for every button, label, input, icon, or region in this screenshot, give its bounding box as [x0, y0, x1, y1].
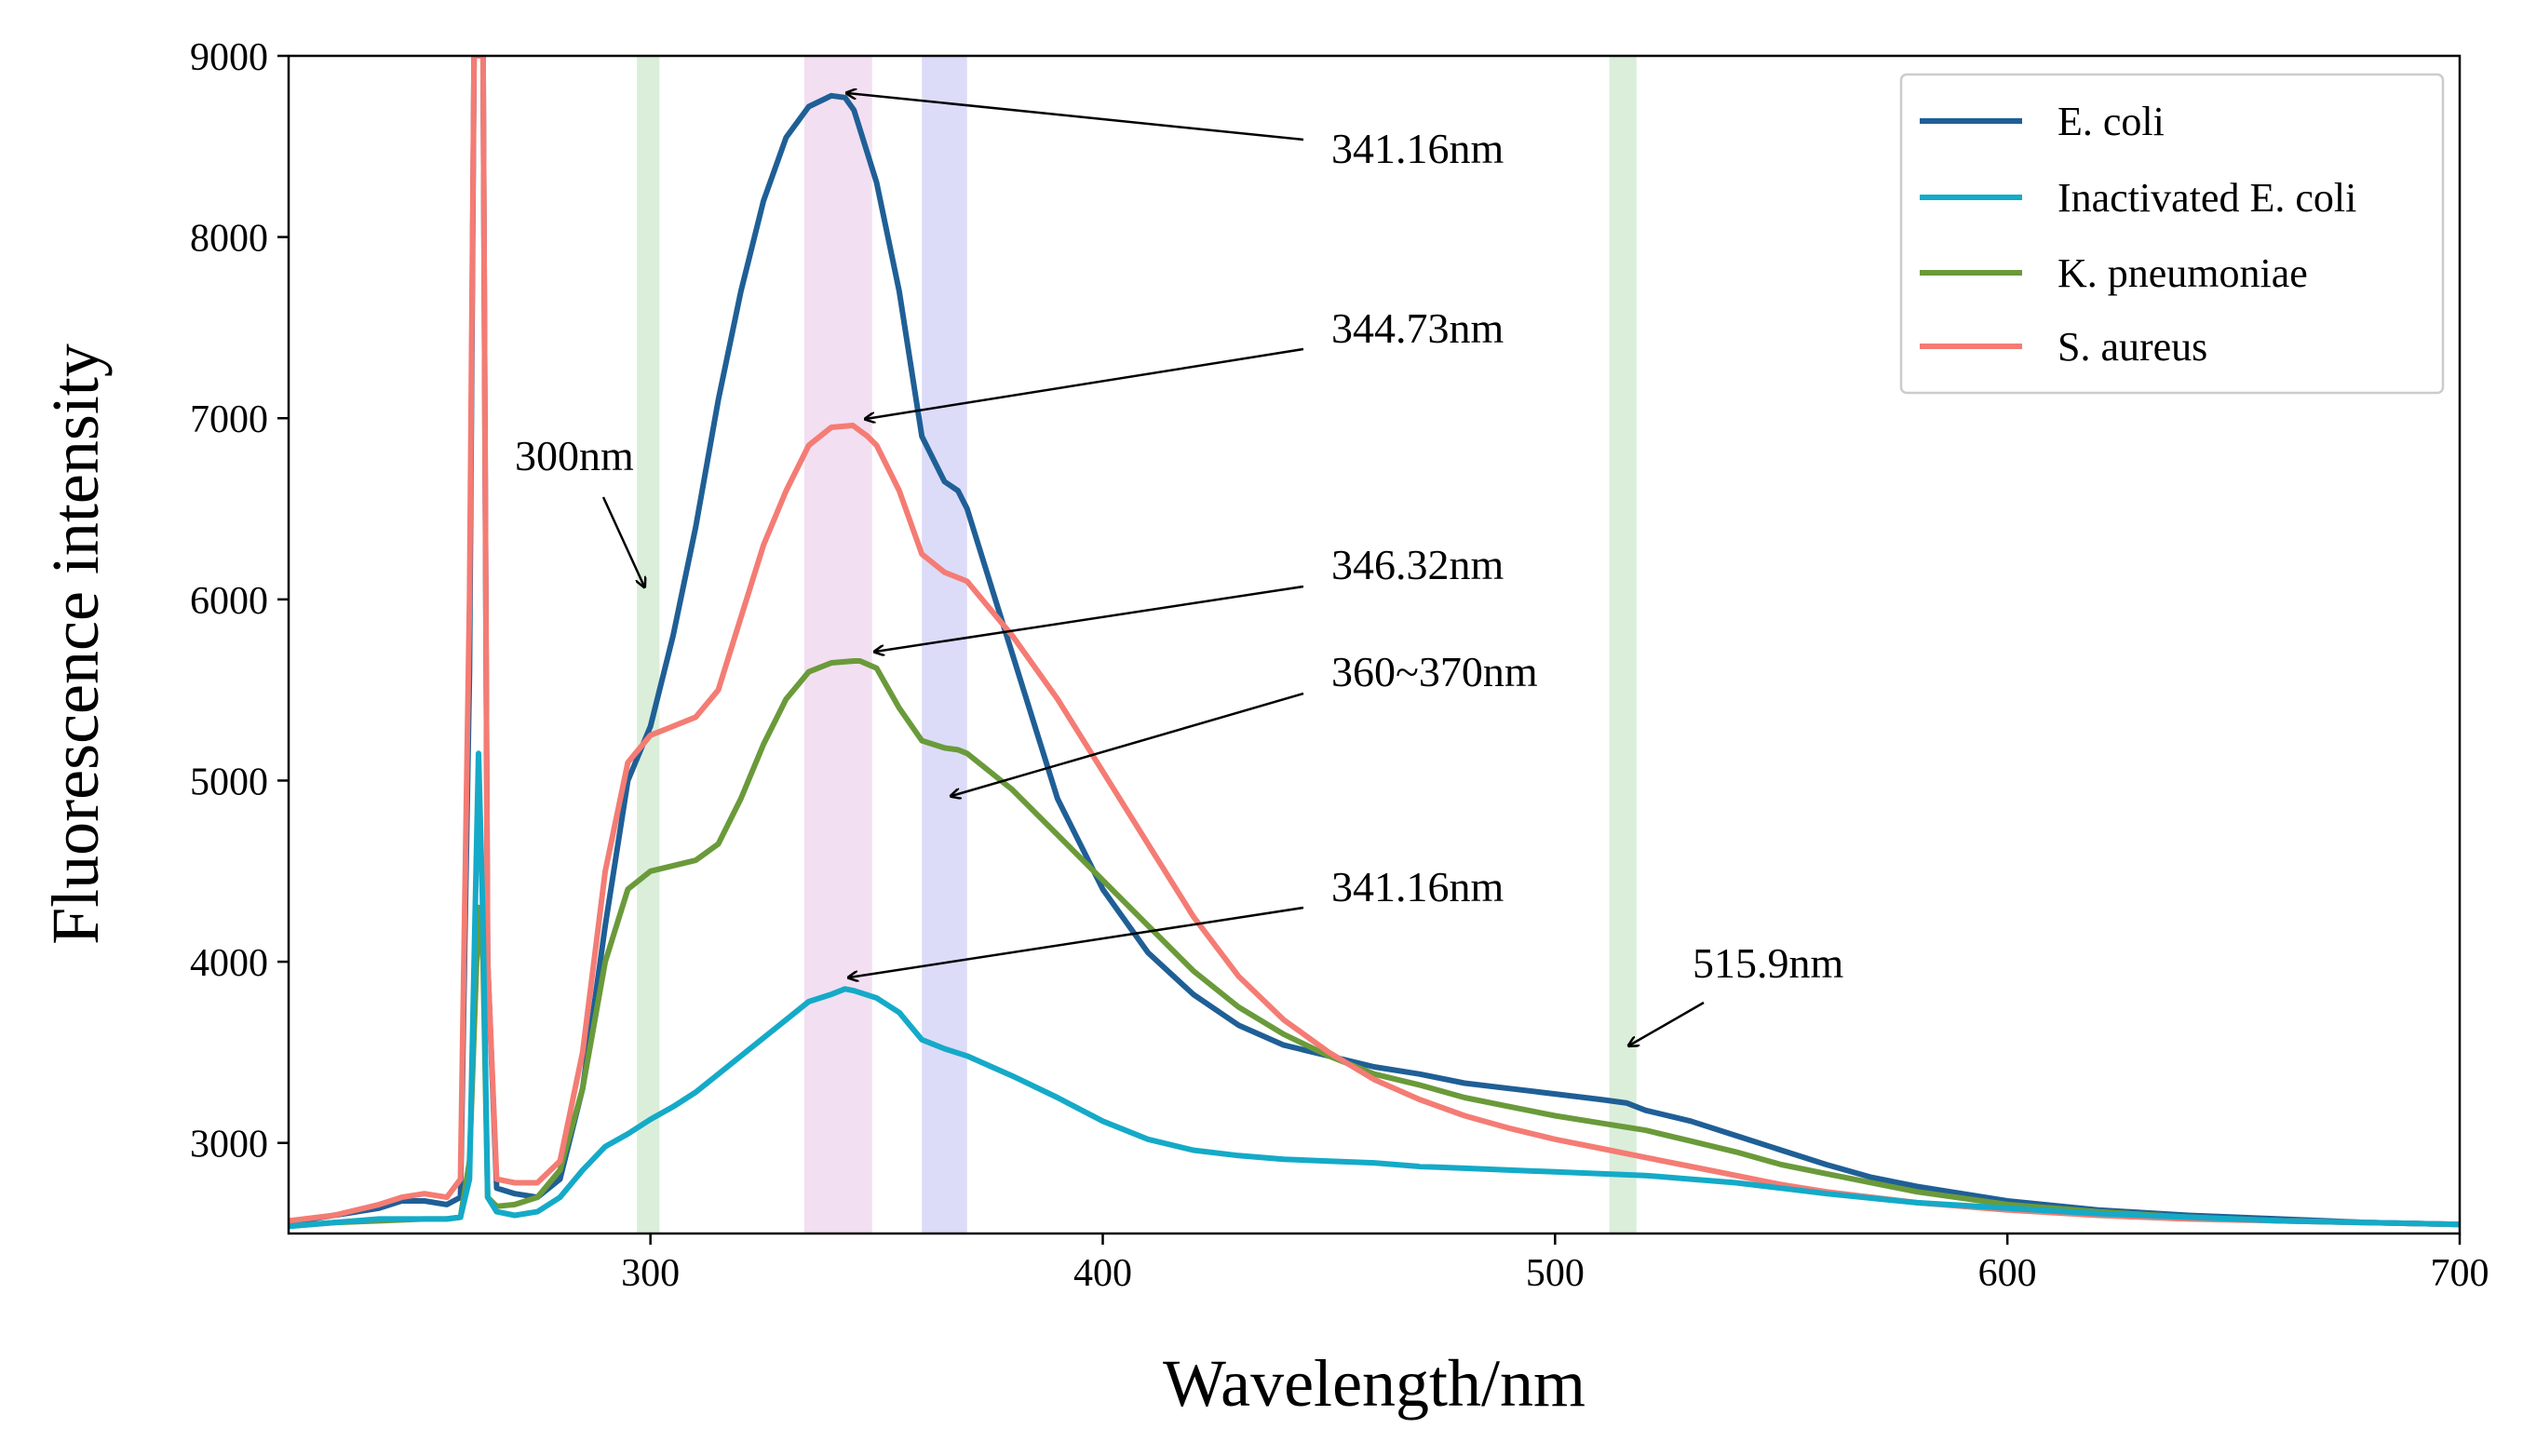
annotation-arrow [1629, 1001, 1705, 1045]
highlight-band [922, 56, 967, 1234]
y-tick-label: 5000 [190, 761, 268, 803]
annotation-label: 346.32nm [1331, 541, 1504, 588]
y-tick-label: 9000 [190, 36, 268, 79]
y-axis-ticks: 3000 4000 5000 6000 7000 8000 9000 [190, 36, 289, 1166]
annotation-arrow [951, 692, 1304, 796]
annotation-arrow [849, 906, 1304, 977]
series-line-k-pneumoniae [289, 658, 2460, 1230]
x-tick-label: 700 [2431, 1252, 2489, 1295]
plot-frame [287, 54, 2462, 1235]
legend-label: S. aureus [2058, 324, 2207, 370]
legend: E. coli Inactivated E. coli K. pneumonia… [1899, 73, 2445, 395]
y-axis-title: Fluorescence intensity [38, 344, 113, 945]
annotation-arrow [847, 93, 1304, 142]
annotation-label: 344.73nm [1331, 304, 1504, 352]
highlight-bands [637, 56, 1637, 1234]
annotation-label: 341.16nm [1331, 125, 1504, 172]
series-line-s-aureus [289, 56, 2460, 1228]
highlight-band [1609, 56, 1637, 1234]
annotations: 341.16nm 344.73nm 300nm 346.32nm 360~370… [515, 93, 1844, 1045]
legend-label: E. coli [2058, 99, 2165, 144]
annotation-label: 300nm [515, 432, 634, 479]
x-tick-label: 300 [621, 1252, 680, 1295]
highlight-band [637, 56, 660, 1234]
x-tick-label: 500 [1526, 1252, 1585, 1295]
x-tick-label: 600 [1978, 1252, 2037, 1295]
y-tick-label: 8000 [190, 218, 268, 261]
x-axis-ticks: 300 400 500 600 700 [621, 1234, 2489, 1295]
y-tick-label: 7000 [190, 398, 268, 441]
y-tick-label: 4000 [190, 942, 268, 985]
annotation-label: 360~370nm [1331, 648, 1538, 695]
series-line-inactivated-e-coli [289, 750, 2460, 1230]
x-axis-title: Wavelength/nm [1163, 1346, 1585, 1421]
x-tick-label: 400 [1073, 1252, 1132, 1295]
y-tick-label: 3000 [190, 1124, 268, 1166]
annotation-arrow [601, 496, 644, 586]
annotation-label: 515.9nm [1693, 939, 1844, 987]
legend-box [1899, 73, 2445, 395]
y-tick-label: 6000 [190, 580, 268, 623]
highlight-band [803, 56, 872, 1234]
annotation-label: 341.16nm [1331, 863, 1504, 910]
legend-label: K. pneumoniae [2058, 250, 2308, 296]
annotation-arrow [866, 347, 1304, 419]
legend-label: Inactivated E. coli [2058, 175, 2356, 221]
annotation-arrow [875, 585, 1304, 652]
series-lines [289, 56, 2460, 1230]
